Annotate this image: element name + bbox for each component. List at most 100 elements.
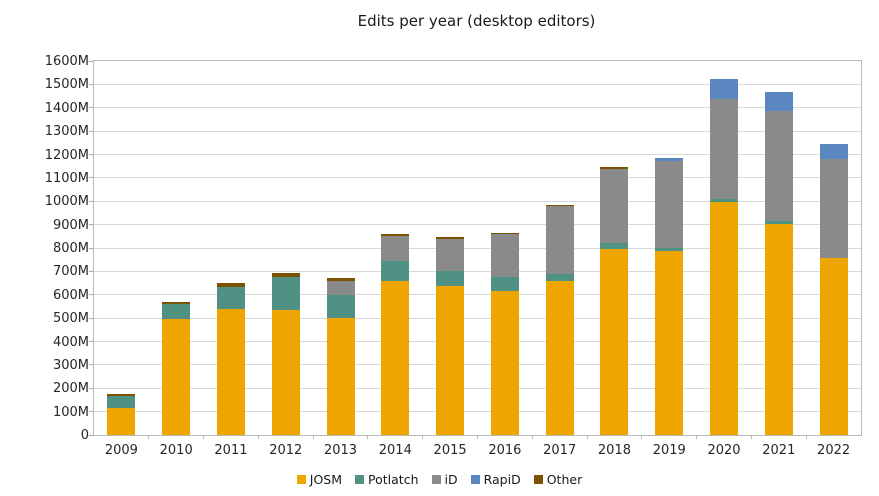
x-axis-tick [203, 435, 205, 439]
x-tick-label: 2013 [323, 443, 358, 458]
legend-swatch-id [431, 475, 441, 484]
legend-label: JOSM [309, 472, 343, 487]
y-axis-tick [89, 270, 93, 272]
y-axis-tick [89, 130, 93, 132]
bar-2022 [819, 61, 848, 435]
gridline [94, 317, 861, 319]
bar-segment-potlatch [436, 271, 465, 287]
bar-segment-id [490, 234, 519, 278]
gridline [94, 224, 861, 226]
legend-swatch-josm [296, 475, 306, 484]
bar-segment-id [600, 169, 629, 243]
bar-2020 [710, 61, 739, 435]
legend-item-rapid: RapiD [470, 472, 521, 487]
x-axis-tick [312, 435, 314, 439]
y-axis-tick [89, 83, 93, 85]
y-tick-label: 1300M [44, 124, 89, 140]
y-tick-label: 0 [80, 428, 89, 443]
y-tick-label: 400M [52, 334, 89, 350]
x-tick-label: 2016 [488, 443, 522, 458]
bar-2015 [436, 61, 465, 435]
x-tick-label: 2010 [159, 443, 193, 458]
legend: JOSM Potlatch iD RapiD Other [0, 472, 879, 487]
bar-segment-rapid [764, 92, 793, 111]
bar-segment-other [600, 167, 629, 170]
bar-2021 [764, 61, 793, 435]
x-axis-tick [805, 435, 807, 439]
bar-2014 [381, 61, 410, 435]
bar-segment-josm [764, 223, 793, 435]
bar-segment-rapid [819, 144, 848, 160]
x-tick-label: 2021 [762, 443, 796, 458]
y-tick-label: 500M [52, 311, 89, 327]
legend-swatch-other [533, 475, 543, 484]
y-tick-label: 300M [52, 357, 89, 373]
gridline [94, 411, 861, 413]
x-tick-label: 2014 [378, 443, 412, 458]
bar-segment-potlatch [710, 199, 739, 203]
bar-2013 [326, 61, 355, 435]
bar-segment-josm [545, 280, 574, 435]
bar-2019 [655, 61, 684, 435]
y-tick-label: 700M [52, 264, 89, 280]
x-axis-tick [696, 435, 698, 439]
bar-segment-potlatch [216, 286, 245, 310]
bar-segment-other [216, 283, 245, 287]
y-tick-label: 1000M [44, 194, 89, 210]
bar-segment-potlatch [545, 273, 574, 281]
bar-segment-josm [162, 318, 191, 435]
y-tick-label: 1600M [44, 54, 89, 69]
bar-segment-rapid [655, 157, 684, 162]
bar-segment-other [381, 234, 410, 236]
gridline [94, 130, 861, 132]
gridline [94, 83, 861, 85]
bar-segment-id [764, 110, 793, 221]
y-axis-tick [89, 411, 93, 413]
bar-segment-id [819, 159, 848, 258]
bar-2010 [162, 61, 191, 435]
bar-segment-other [326, 278, 355, 281]
x-tick-label: 2012 [269, 443, 303, 458]
gridline [94, 341, 861, 342]
legend-item-josm: JOSM [296, 472, 343, 487]
plot-area: 0 100M 200M 300M 400M 500M 600M 700M 800M 900M 100… [45, 54, 862, 458]
bar-segment-potlatch [600, 242, 629, 250]
y-tick-label: 800M [52, 241, 89, 256]
bar-2012 [271, 61, 300, 435]
bar-segment-other [162, 301, 191, 305]
bar-2009 [107, 61, 136, 435]
bar-segment-josm [436, 286, 465, 435]
bar-segment-josm [271, 309, 300, 435]
legend-item-id: iD [431, 472, 458, 487]
bar-segment-other [545, 205, 574, 207]
bar-segment-id [326, 280, 355, 295]
bar-segment-other [436, 237, 465, 239]
bar-segment-potlatch [381, 260, 410, 281]
bar-segment-potlatch [490, 277, 519, 291]
bar-segment-rapid [710, 79, 739, 100]
legend-item-potlatch: Potlatch [355, 472, 419, 487]
x-axis-tick [477, 435, 478, 439]
legend-item-other: Other [533, 472, 582, 487]
x-tick-label: 2017 [543, 443, 577, 458]
x-axis-tick [367, 435, 369, 439]
x-tick-label: 2022 [817, 443, 851, 458]
bar-segment-josm [107, 408, 136, 435]
bar-segment-josm [216, 309, 245, 435]
bar-segment-josm [381, 280, 410, 435]
y-tick-label: 1100M [44, 170, 89, 186]
legend-swatch-potlatch [355, 475, 365, 484]
bar-segment-josm [710, 202, 739, 435]
x-tick-label: 2011 [214, 443, 248, 458]
gridline [94, 294, 861, 296]
y-tick-label: 200M [52, 381, 89, 397]
x-tick-label: 2020 [707, 443, 741, 458]
bar-segment-potlatch [326, 294, 355, 319]
bar-segment-josm [600, 249, 629, 435]
bar-segment-josm [326, 318, 355, 435]
x-axis-tick [531, 435, 533, 439]
bar-segment-id [545, 206, 574, 274]
x-axis-tick [750, 435, 752, 439]
y-axis-tick [89, 200, 93, 202]
